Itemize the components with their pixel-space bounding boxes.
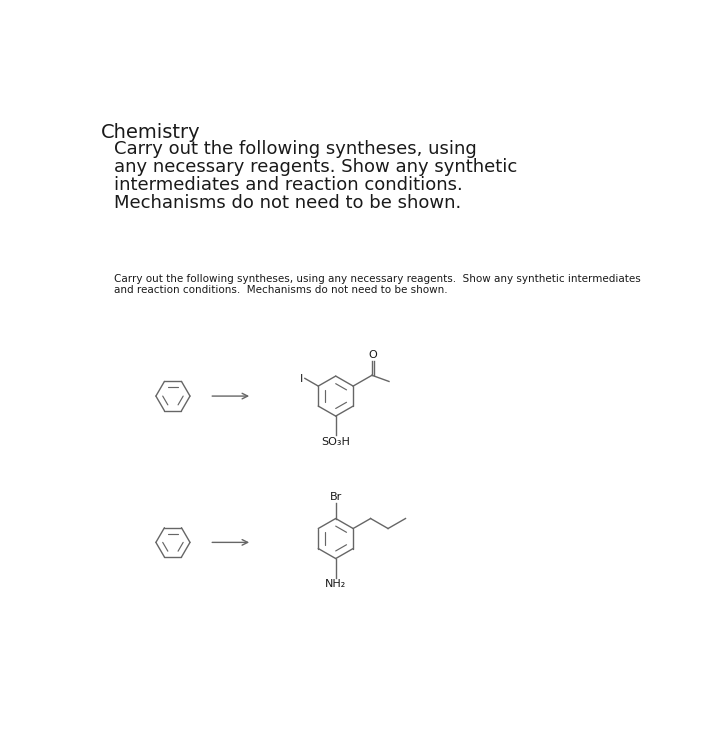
Text: Carry out the following syntheses, using any necessary reagents.  Show any synth: Carry out the following syntheses, using… [114,275,640,284]
Text: Br: Br [330,492,342,501]
Text: Mechanisms do not need to be shown.: Mechanisms do not need to be shown. [114,194,461,211]
Text: I: I [300,374,303,384]
Text: Carry out the following syntheses, using: Carry out the following syntheses, using [114,140,477,159]
Text: and reaction conditions.  Mechanisms do not need to be shown.: and reaction conditions. Mechanisms do n… [114,286,448,295]
Text: NH₂: NH₂ [325,579,346,589]
Text: SO₃H: SO₃H [321,437,350,447]
Text: intermediates and reaction conditions.: intermediates and reaction conditions. [114,176,463,194]
Text: O: O [368,350,377,360]
Text: any necessary reagents. Show any synthetic: any necessary reagents. Show any synthet… [114,158,518,176]
Text: Chemistry: Chemistry [101,123,201,142]
